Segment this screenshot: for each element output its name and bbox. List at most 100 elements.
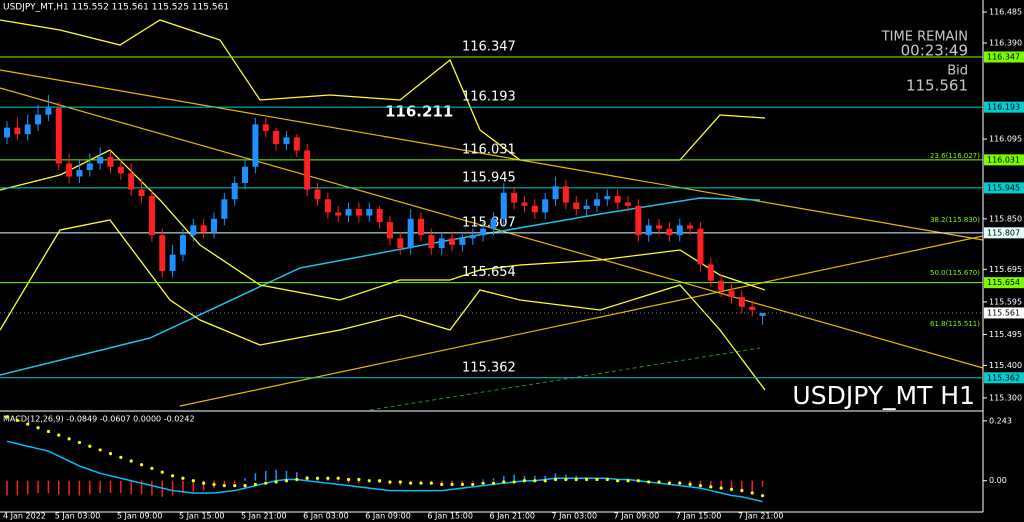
level-box-label: 116.031 [987, 155, 1020, 164]
level-label: 116.193 [462, 90, 516, 105]
candle-body [24, 124, 31, 135]
y-tick-label: 116.095 [989, 135, 1022, 144]
x-tick-label: 6 Jan 21:00 [489, 512, 535, 521]
fib-label: 23.6(116.027) [930, 152, 980, 160]
candle-body [676, 225, 683, 236]
signal-dot [636, 479, 640, 483]
candle-body [252, 124, 259, 167]
signal-dot [605, 477, 609, 482]
candle-body [314, 189, 321, 200]
signal-dot [522, 479, 527, 483]
candle-body [449, 238, 456, 245]
level-box-label: 116.193 [987, 103, 1020, 112]
signal-dot [698, 484, 703, 488]
signal-dot [409, 481, 413, 485]
candle-body [242, 166, 249, 184]
signal-dot [46, 429, 51, 434]
signal-dot [336, 476, 340, 480]
fib-label: 50.0(115.670) [930, 269, 980, 277]
candle-body [35, 114, 42, 125]
signal-dot [388, 480, 392, 484]
signal-dot [502, 480, 506, 484]
price-marker: 116.211 [385, 103, 453, 121]
candle-body [221, 199, 228, 219]
level-box-label: 116.347 [987, 52, 1020, 61]
level-box [984, 182, 1024, 194]
candle-body [583, 205, 590, 210]
candle-body [480, 228, 487, 236]
signal-dot [450, 482, 454, 487]
signal-dot [585, 477, 589, 482]
candle-body [128, 173, 135, 190]
x-tick-label: 5 Jan 09:00 [117, 512, 163, 521]
candle-body [500, 192, 507, 219]
candle-body [759, 312, 766, 316]
macd-line [6, 440, 763, 503]
candle-body [45, 108, 52, 115]
signal-dot [440, 482, 444, 487]
macd-title: MACD(12,26,9) -0.0849 -0.0607 0.0000 -0.… [3, 415, 195, 424]
candle-body [304, 150, 311, 190]
signal-dot [181, 476, 185, 480]
signal-dot [26, 422, 30, 426]
candle-body [262, 124, 269, 131]
candle-body [438, 238, 445, 249]
candle-body [4, 127, 10, 138]
candle-body [159, 235, 166, 271]
trendline [369, 347, 761, 411]
signal-dot [326, 476, 330, 480]
level-box [984, 277, 1024, 289]
watermark: USDJPY_MT H1 [792, 381, 975, 410]
y-tick-label: 0.00 [989, 476, 1007, 485]
signal-dot [626, 479, 630, 483]
x-tick-label: 5 Jan 21:00 [241, 512, 287, 521]
band-middle [0, 149, 766, 301]
level-box-label: 115.654 [987, 278, 1020, 287]
signal-dot [274, 480, 278, 484]
trendline [0, 69, 984, 241]
signal-dot [709, 485, 713, 489]
y-tick-label: 115.495 [989, 330, 1022, 339]
y-tick-label: 115.695 [989, 265, 1022, 274]
candle-body [335, 212, 342, 216]
signal-dot [533, 479, 537, 483]
signal-dot [481, 481, 485, 485]
signal-dot [150, 466, 154, 471]
signal-dot [647, 480, 651, 484]
candle-body [293, 137, 300, 151]
signal-dot [264, 481, 268, 485]
candle-body [707, 264, 714, 281]
symbol-header: USDJPY_MT,H1 115.552 115.561 115.525 115… [3, 3, 229, 13]
candle-body [718, 280, 725, 291]
candle-body [76, 169, 83, 177]
signal-dot [315, 476, 320, 480]
signal-dot [616, 479, 620, 483]
candle-body [107, 156, 114, 167]
candle-body [211, 218, 217, 232]
signal-dot [719, 486, 723, 490]
candle-body [355, 209, 362, 216]
time-remain: 00:23:49 [901, 42, 968, 60]
candle-body [138, 189, 145, 197]
signal-dot [471, 482, 475, 487]
candle-body [366, 209, 373, 216]
bid-box-label: 115.561 [987, 308, 1020, 317]
candle-body [542, 199, 549, 213]
candle-body [687, 225, 694, 229]
signal-dot [460, 482, 464, 487]
candle-body [531, 205, 538, 213]
signal-dot [171, 474, 175, 478]
signal-dot [5, 415, 9, 419]
candle-body [397, 238, 404, 249]
x-tick-label: 7 Jan 09:00 [614, 512, 660, 521]
signal-dot [191, 479, 195, 483]
candle-body [55, 108, 62, 164]
candle-body [562, 186, 569, 203]
bid-box [984, 307, 1024, 319]
level-box-label: 115.807 [987, 228, 1020, 237]
signal-dot [212, 482, 216, 487]
level-label: 115.362 [462, 360, 516, 375]
level-box [984, 227, 1024, 239]
candle-body [459, 238, 466, 245]
